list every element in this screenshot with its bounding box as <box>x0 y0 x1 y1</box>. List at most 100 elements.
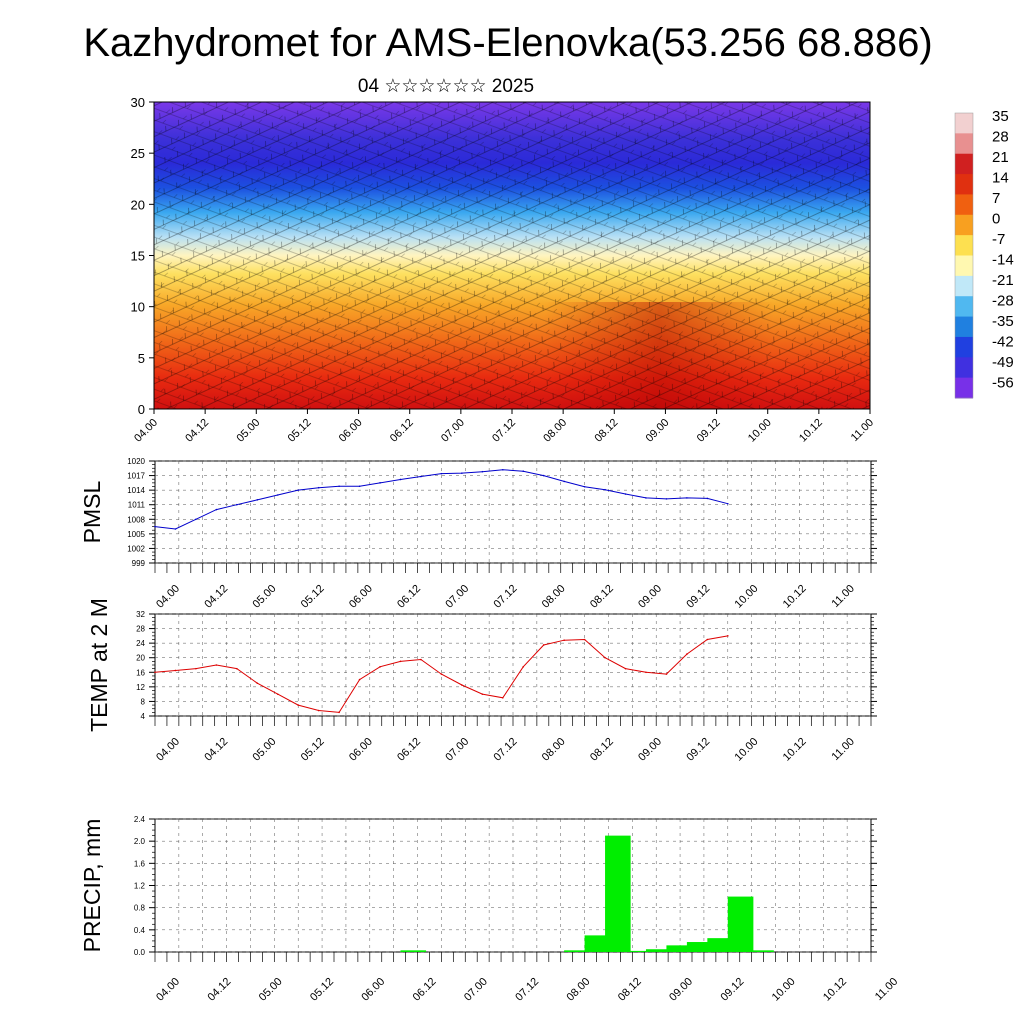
data-point <box>522 470 525 473</box>
x-tick-label: 04.12 <box>205 976 233 1004</box>
data-point <box>706 638 709 641</box>
x-tick-label: 09.12 <box>695 417 723 445</box>
y-tick-label: 20 <box>136 654 145 663</box>
data-point <box>563 480 565 483</box>
data-point <box>154 525 156 528</box>
data-point <box>276 693 279 695</box>
data-point <box>420 658 422 661</box>
x-tick-label: 07.12 <box>490 417 518 445</box>
data-point <box>706 497 709 500</box>
data-point <box>583 485 586 488</box>
data-point <box>174 528 177 530</box>
x-tick-label: 04.00 <box>132 417 160 445</box>
data-point <box>379 666 381 668</box>
colorbar-swatch <box>955 296 973 318</box>
data-point <box>727 635 729 637</box>
data-point <box>358 678 361 681</box>
data-point <box>665 498 668 500</box>
data-point <box>665 673 668 675</box>
data-point <box>501 696 504 699</box>
x-tick-label: 10.12 <box>797 417 825 445</box>
y-tick-label: 25 <box>131 146 145 161</box>
y-tick-label: 2.4 <box>134 815 146 824</box>
colorbar-swatch <box>955 153 973 175</box>
data-point <box>501 468 504 471</box>
x-tick-label: 06.00 <box>359 976 387 1004</box>
x-tick-label: 04.00 <box>154 976 182 1004</box>
x-tick-label: 05.00 <box>251 583 279 611</box>
data-point <box>727 502 729 505</box>
data-point <box>686 653 688 655</box>
precip-bar <box>645 949 672 952</box>
colorbar-label: -56 <box>992 375 1014 392</box>
x-tick-label: 09.00 <box>636 583 664 611</box>
y-tick-label: 5 <box>138 351 145 366</box>
precip-bar <box>666 945 692 952</box>
colorbar-label: 21 <box>992 149 1009 166</box>
data-point <box>215 508 218 511</box>
x-tick-label: 07.12 <box>513 976 541 1004</box>
data-point <box>338 485 340 488</box>
y-axis-title: TEMP at 2 M <box>86 598 112 732</box>
data-point <box>276 494 279 496</box>
data-point <box>399 478 402 481</box>
x-tick-label: 08.00 <box>540 736 568 764</box>
y-tick-label: 1008 <box>127 515 145 524</box>
precip-bar <box>400 950 427 952</box>
x-tick-label: 09.00 <box>667 976 695 1004</box>
x-tick-label: 10.00 <box>733 736 761 764</box>
precip-bar <box>584 935 611 952</box>
x-tick-label: 06.12 <box>395 736 423 764</box>
x-tick-label: 06.00 <box>347 736 375 764</box>
y-tick-label: 28 <box>136 625 145 634</box>
colorbar-legend: 35 28 21 14 7 0 -7 -14 -21 -28 -35 -42 -49 -56 <box>954 108 1014 399</box>
colorbar-label: -7 <box>992 231 1005 248</box>
colorbar-swatch <box>955 275 973 297</box>
x-tick-label: 07.00 <box>439 417 467 445</box>
data-point <box>154 671 156 674</box>
colorbar-swatch <box>955 316 973 338</box>
data-point <box>461 684 463 686</box>
colorbar-swatch <box>955 214 973 236</box>
x-tick-label: 10.00 <box>733 583 761 611</box>
y-tick-label: 2.0 <box>134 837 146 846</box>
y-tick-label: 0.4 <box>134 926 146 935</box>
x-tick-label: 10.12 <box>781 583 809 611</box>
y-tick-label: 8 <box>141 697 146 706</box>
data-point <box>236 503 238 506</box>
x-tick-label: 09.00 <box>644 417 672 445</box>
data-point <box>379 482 381 484</box>
y-tick-label: 4 <box>141 712 146 721</box>
data-point <box>481 693 484 695</box>
x-tick-label: 10.12 <box>821 976 849 1004</box>
y-tick-label: 0.0 <box>134 948 146 957</box>
colorbar-swatch <box>955 336 973 358</box>
y-tick-label: 24 <box>136 639 145 648</box>
x-tick-label: 06.12 <box>411 976 439 1004</box>
data-point <box>256 499 259 501</box>
x-tick-label: 06.12 <box>395 583 423 611</box>
x-tick-label: 08.00 <box>540 583 568 611</box>
data-point <box>542 474 545 477</box>
data-point <box>215 664 218 666</box>
colorbar-frame <box>954 112 974 399</box>
x-tick-label: 05.12 <box>308 976 336 1004</box>
x-tick-label: 05.12 <box>286 417 314 445</box>
x-tick-label: 11.00 <box>830 583 857 610</box>
y-tick-label: 1017 <box>127 472 145 481</box>
y-tick-label: 1.6 <box>134 859 146 868</box>
data-point <box>604 656 606 659</box>
chart-title: Kazhydromet for AMS-Elenovka(53.256 68.8… <box>83 21 932 65</box>
x-tick-label: 11.00 <box>830 736 857 763</box>
data-point <box>338 711 340 714</box>
colorbar-swatch <box>955 357 973 379</box>
data-point <box>297 489 300 491</box>
x-tick-label: 06.12 <box>388 417 416 445</box>
y-tick-label: 999 <box>132 559 146 568</box>
colorbar-swatch <box>955 113 973 134</box>
colorbar-label: 14 <box>992 170 1009 187</box>
data-point <box>481 470 484 473</box>
x-tick-label: 08.00 <box>541 417 569 445</box>
colorbar-label: -49 <box>992 354 1014 371</box>
